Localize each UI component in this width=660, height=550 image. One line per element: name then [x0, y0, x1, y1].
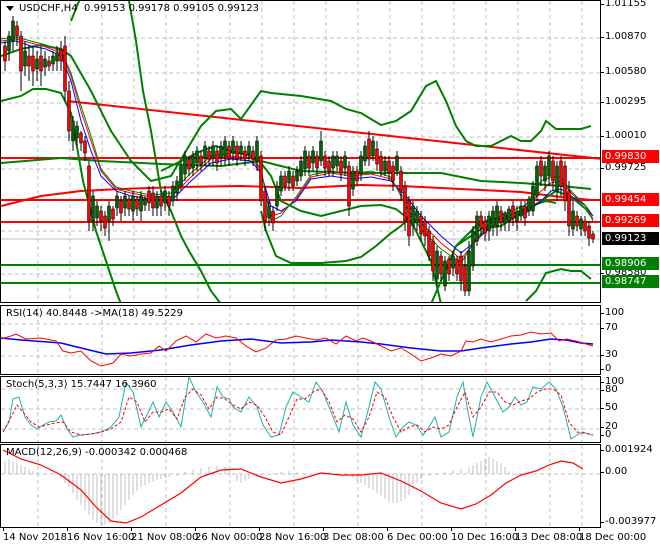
rsi-label: RSI(14) 40.8448 ->MA(18) 49.5229 [6, 308, 183, 319]
price-tick: 0.99725 [600, 162, 647, 173]
stochastic-axis: 100 80 50 20 0 [600, 376, 660, 443]
level-tag-red: 0.99454 [602, 193, 659, 206]
symbol-timeframe: USDCHF,H4 [19, 3, 78, 14]
rsi-tick: 100 [600, 307, 625, 318]
macd-tick: -0.003977 [600, 516, 657, 527]
price-tick: 1.00010 [600, 130, 647, 141]
main-price-pane[interactable]: USDCHF,H4 0.99153 0.99178 0.99105 0.9912… [0, 0, 601, 303]
price-tick: 1.00295 [600, 96, 647, 107]
chart-header: USDCHF,H4 0.99153 0.99178 0.99105 0.9912… [6, 3, 259, 14]
time-tick: 16 Nov 16:00 [67, 527, 135, 543]
stoch-tick: 0 [600, 429, 612, 440]
macd-axis: 0.001924 0.00 -0.003977 [600, 444, 660, 528]
macd-canvas [1, 445, 600, 527]
stochastic-canvas [1, 377, 600, 442]
current-price-tag: 0.99123 [602, 232, 659, 245]
time-tick: 13 Dec 08:00 [515, 527, 583, 543]
collapse-triangle-icon[interactable] [6, 5, 14, 11]
time-tick: 26 Nov 00:00 [195, 527, 263, 543]
macd-pane[interactable]: MACD(12,26,9) -0.000342 0.000468 [0, 444, 601, 528]
time-tick: 10 Dec 16:00 [451, 527, 519, 543]
stoch-tick: 50 [601, 402, 618, 413]
price-tick: 1.01155 [600, 0, 647, 9]
stoch-tick: 20 [601, 421, 618, 432]
time-tick: 3 Dec 08:00 [323, 527, 384, 543]
price-tick: 1.00870 [600, 31, 647, 42]
macd-tick: 0.00 [600, 466, 628, 477]
rsi-pane[interactable]: RSI(14) 40.8448 ->MA(18) 49.5229 [0, 305, 601, 375]
price-tick: 0.98580 [600, 267, 647, 278]
stoch-tick: 100 [600, 376, 625, 387]
macd-tick: 0.001924 [601, 444, 653, 455]
stoch-tick: 80 [601, 384, 618, 395]
price-chart-canvas [1, 1, 600, 302]
candles [3, 16, 595, 296]
price-axis[interactable]: 1.01155 1.00870 1.00580 1.00295 1.00010 … [600, 0, 660, 303]
rsi-tick: 0 [600, 363, 612, 374]
level-tag-green: 0.98906 [602, 257, 659, 270]
level-tag-red: 0.99269 [602, 214, 659, 227]
rsi-tick: 70 [601, 322, 618, 333]
rsi-tick: 30 [601, 349, 618, 360]
stochastic-pane[interactable]: Stoch(5,3,3) 15.7447 16.3960 [0, 376, 601, 443]
time-axis[interactable]: 14 Nov 2018 16 Nov 16:00 21 Nov 08:00 26… [0, 527, 646, 550]
stochastic-label: Stoch(5,3,3) 15.7447 16.3960 [6, 379, 157, 390]
rsi-axis: 100 70 30 0 [600, 305, 660, 375]
level-tag-red: 0.99830 [602, 150, 659, 163]
rsi-canvas [1, 306, 600, 374]
macd-label: MACD(12,26,9) -0.000342 0.000468 [6, 447, 188, 458]
time-tick: 28 Nov 16:00 [259, 527, 327, 543]
time-tick: 14 Nov 2018 [3, 527, 68, 543]
time-tick: 18 Dec 00:00 [579, 527, 647, 543]
ohlc-values: 0.99153 0.99178 0.99105 0.99123 [84, 3, 259, 14]
time-tick: 6 Dec 00:00 [387, 527, 448, 543]
level-tag-green: 0.98747 [602, 275, 659, 288]
price-tick: 1.00580 [600, 66, 647, 77]
time-tick: 21 Nov 08:00 [131, 527, 199, 543]
